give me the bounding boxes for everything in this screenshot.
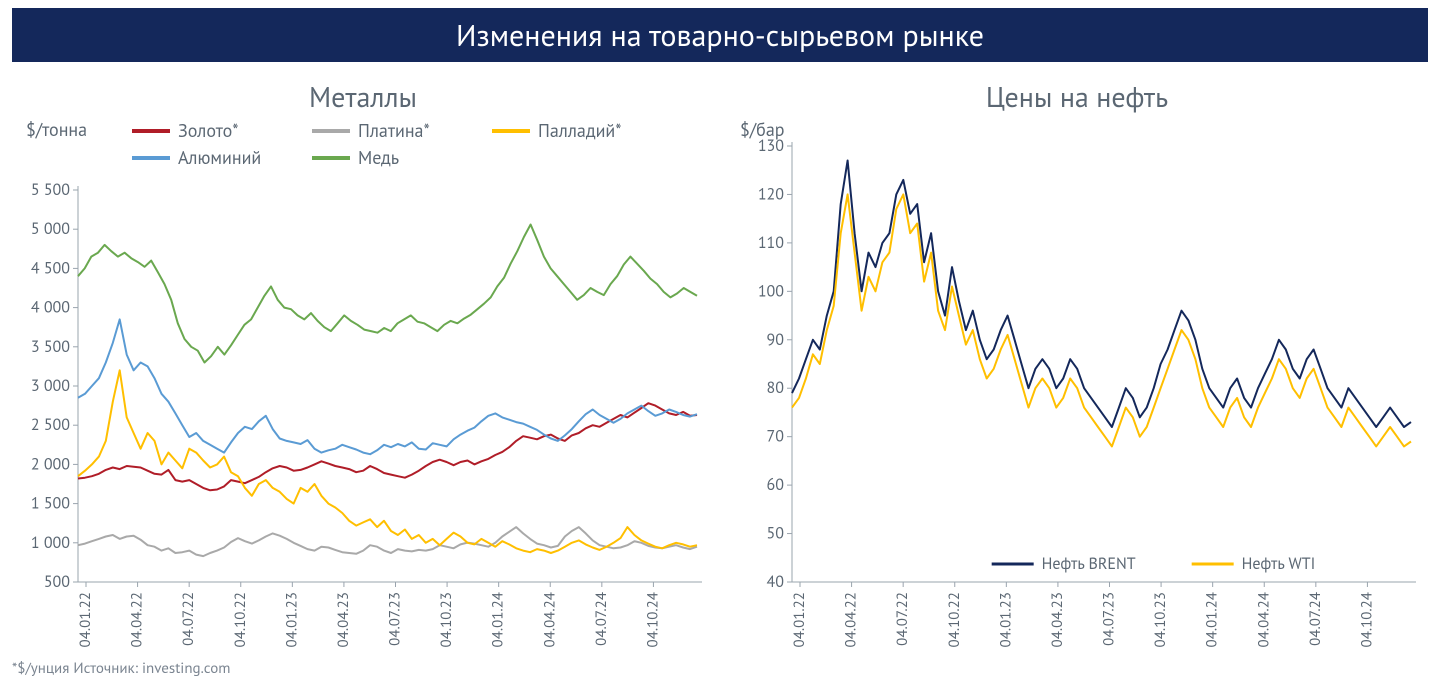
svg-text:04.07.24: 04.07.24 [1306,592,1325,646]
svg-text:04.01.22: 04.01.22 [76,592,95,647]
svg-text:04.10.24: 04.10.24 [1357,592,1376,647]
oil-plot: 40 50 60 70 80 90 100 110 120 130 04.01.22 04.04.22… [726,74,1428,652]
footnote: *$/унция Источник: investing.com [12,659,230,678]
svg-text:04.04.22: 04.04.22 [842,592,861,647]
svg-text:04.10.23: 04.10.23 [437,592,456,647]
svg-text:04.10.22: 04.10.22 [231,592,250,647]
svg-text:4 000: 4 000 [31,298,70,318]
svg-text:04.01.24: 04.01.24 [1203,592,1222,647]
svg-text:04.10.22: 04.10.22 [945,592,964,647]
svg-text:3 000: 3 000 [31,376,70,396]
svg-text:04.01.23: 04.01.23 [996,592,1015,647]
svg-text:80: 80 [767,378,785,398]
svg-text:Нефть WTI: Нефть WTI [1242,554,1316,574]
svg-text:5 500: 5 500 [31,180,70,200]
svg-text:3 500: 3 500 [31,337,70,357]
svg-text:04.10.23: 04.10.23 [1151,592,1170,647]
commodity-dashboard: Изменения на товарно-сырьевом рынке Мета… [0,0,1440,684]
svg-text:130: 130 [758,136,784,156]
svg-text:04.07.22: 04.07.22 [179,592,198,646]
svg-text:1 000: 1 000 [31,533,70,553]
svg-text:04.07.24: 04.07.24 [592,592,611,646]
svg-text:04.07.22: 04.07.22 [893,592,912,646]
svg-text:2 500: 2 500 [31,415,70,435]
svg-text:50: 50 [767,524,785,544]
svg-text:04.04.22: 04.04.22 [128,592,147,647]
svg-text:2 000: 2 000 [31,454,70,474]
svg-text:04.04.23: 04.04.23 [1048,592,1067,647]
svg-text:4 500: 4 500 [31,258,70,278]
svg-text:04.04.24: 04.04.24 [1254,592,1273,647]
svg-text:04.07.23: 04.07.23 [1100,592,1119,646]
svg-text:04.07.23: 04.07.23 [386,592,405,646]
metals-chart-panel: Металлы $/тонна Золото* Платина* Паллади… [12,74,714,652]
page-title: Изменения на товарно-сырьевом рынке [456,16,984,55]
svg-text:04.01.24: 04.01.24 [489,592,508,647]
svg-text:500: 500 [44,572,70,592]
svg-text:04.10.24: 04.10.24 [643,592,662,647]
svg-text:Нефть BRENT: Нефть BRENT [1042,554,1136,574]
svg-text:110: 110 [758,233,784,253]
svg-text:100: 100 [758,281,784,301]
svg-text:04.01.22: 04.01.22 [790,592,809,647]
svg-text:70: 70 [767,427,785,447]
metals-plot: 500 1 000 1 500 2 000 2 500 3 000 3 500 4 000 4 … [12,74,714,652]
svg-text:60: 60 [767,475,785,495]
oil-chart-panel: Цены на нефть $/бар 40506070809010011012… [726,74,1428,652]
charts-container: Металлы $/тонна Золото* Платина* Паллади… [12,74,1428,652]
svg-text:04.04.23: 04.04.23 [334,592,353,647]
svg-text:5 000: 5 000 [31,219,70,239]
header-bar: Изменения на товарно-сырьевом рынке [12,8,1428,62]
svg-text:04.04.24: 04.04.24 [540,592,559,647]
svg-text:120: 120 [758,184,784,204]
svg-text:04.01.23: 04.01.23 [282,592,301,647]
svg-text:40: 40 [767,572,785,592]
svg-text:90: 90 [767,330,785,350]
svg-text:1 500: 1 500 [31,494,70,514]
